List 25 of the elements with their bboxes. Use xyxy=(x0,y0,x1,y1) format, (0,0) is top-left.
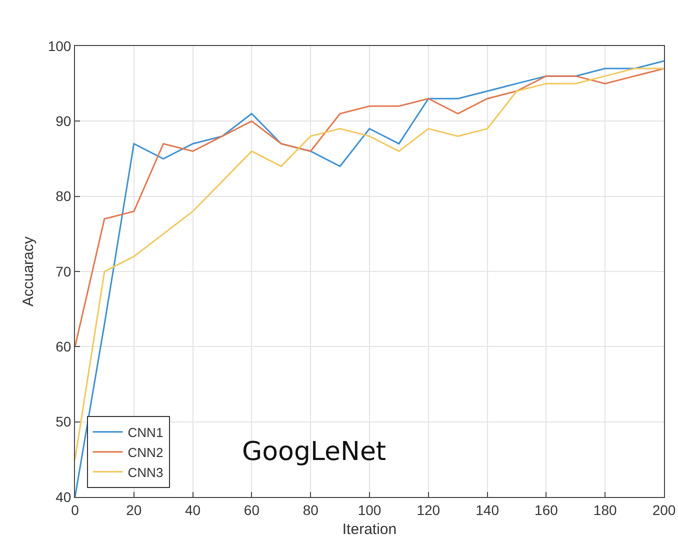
legend-label: CNN3 xyxy=(128,464,164,480)
x-tick-label: 160 xyxy=(534,502,558,518)
x-tick-label: 200 xyxy=(652,502,676,518)
y-tick-label: 50 xyxy=(56,414,72,430)
line-series xyxy=(75,68,664,348)
y-tick-label: 100 xyxy=(48,38,72,54)
y-tick-label: 40 xyxy=(56,488,72,505)
x-tick-label: 20 xyxy=(126,502,142,518)
x-tick-label: 60 xyxy=(244,502,260,518)
x-tick-label: 0 xyxy=(71,502,80,518)
x-tick-label: 140 xyxy=(476,502,500,518)
y-tick-label: 60 xyxy=(56,338,72,355)
y-tick-label: 80 xyxy=(56,188,72,204)
x-tick-label: 180 xyxy=(593,502,617,518)
legend-label: CNN2 xyxy=(128,444,164,460)
x-tick-label: 40 xyxy=(185,502,201,518)
x-axis-title: Iteration xyxy=(342,520,397,538)
legend-label: CNN1 xyxy=(128,425,164,440)
y-tick-label: 90 xyxy=(56,113,72,130)
y-tick-label: 70 xyxy=(56,263,72,280)
x-tick-label: 120 xyxy=(416,502,440,518)
x-tick-label: 80 xyxy=(302,502,319,518)
y-axis-title: Accuaracy xyxy=(20,236,38,307)
x-tick-label: 100 xyxy=(358,502,382,518)
annotation: GoogLeNet xyxy=(242,437,386,467)
